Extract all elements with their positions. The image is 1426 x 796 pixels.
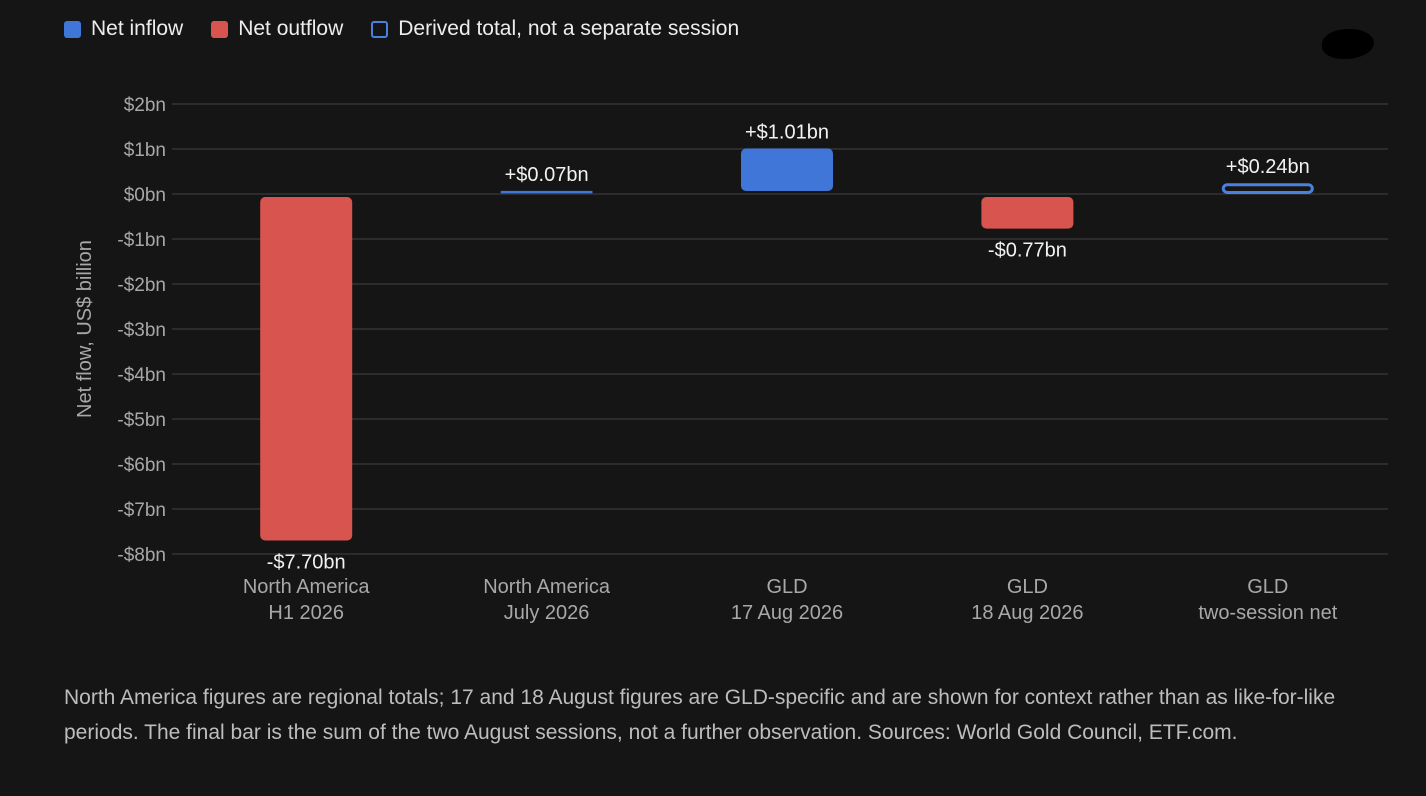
x-category-label: GLD — [766, 576, 807, 598]
y-tick-label: -$5bn — [117, 410, 166, 431]
bar-derived-total — [1221, 183, 1314, 194]
data-label: +$0.24bn — [1226, 156, 1310, 178]
net-flow-bar-chart: $2bn $1bn $0bn -$1bn -$2bn -$3bn -$4bn -$5bn -$6… — [74, 95, 1388, 624]
y-tick-label: $1bn — [124, 140, 166, 161]
y-tick-label: $2bn — [124, 95, 166, 116]
y-tick-label: -$1bn — [117, 230, 166, 251]
bar-net-outflow — [981, 197, 1074, 229]
y-tick-label: -$2bn — [117, 275, 166, 296]
legend-label: Net outflow — [238, 17, 344, 40]
legend-item-net-inflow[interactable]: Net inflow — [64, 17, 183, 41]
redaction-blot — [1322, 29, 1374, 59]
data-label: -$7.70bn — [267, 552, 346, 574]
legend-item-derived-total[interactable]: Derived total, not a separate session — [371, 17, 739, 41]
x-category-label: 18 Aug 2026 — [971, 602, 1083, 624]
legend-item-net-outflow[interactable]: Net outflow — [211, 17, 343, 41]
y-tick-label: -$6bn — [117, 455, 166, 476]
x-category-label: GLD — [1007, 576, 1048, 598]
bar-net-outflow — [260, 197, 353, 541]
legend-swatch-derived — [371, 20, 389, 38]
data-label: +$1.01bn — [745, 122, 829, 144]
chart-legend: Net inflow Net outflow Derived total, no… — [64, 17, 739, 41]
bar-net-inflow — [500, 190, 593, 194]
data-label: -$0.77bn — [988, 240, 1067, 262]
bar-net-inflow — [741, 148, 833, 191]
y-tick-label: -$4bn — [117, 365, 166, 386]
x-category-label: two-session net — [1198, 602, 1337, 624]
legend-swatch-outflow — [211, 20, 229, 38]
x-category-label: July 2026 — [504, 602, 590, 624]
y-tick-label: -$3bn — [117, 320, 166, 341]
x-category-label: H1 2026 — [268, 602, 344, 624]
x-category-label: 17 Aug 2026 — [731, 602, 843, 624]
x-category-label: North America — [243, 576, 371, 598]
y-axis-label: Net flow, US$ billion — [74, 240, 96, 418]
data-label: +$0.07bn — [505, 164, 589, 186]
y-tick-label: $0bn — [124, 185, 166, 206]
chart-caption: North America figures are regional total… — [64, 686, 1336, 744]
y-tick-label: -$8bn — [117, 545, 166, 566]
y-tick-label: -$7bn — [117, 500, 166, 521]
legend-swatch-inflow — [64, 20, 81, 38]
legend-label: Derived total, not a separate session — [398, 17, 740, 40]
x-category-label: GLD — [1247, 576, 1288, 598]
x-category-label: North America — [483, 576, 611, 598]
legend-label: Net inflow — [91, 17, 184, 40]
